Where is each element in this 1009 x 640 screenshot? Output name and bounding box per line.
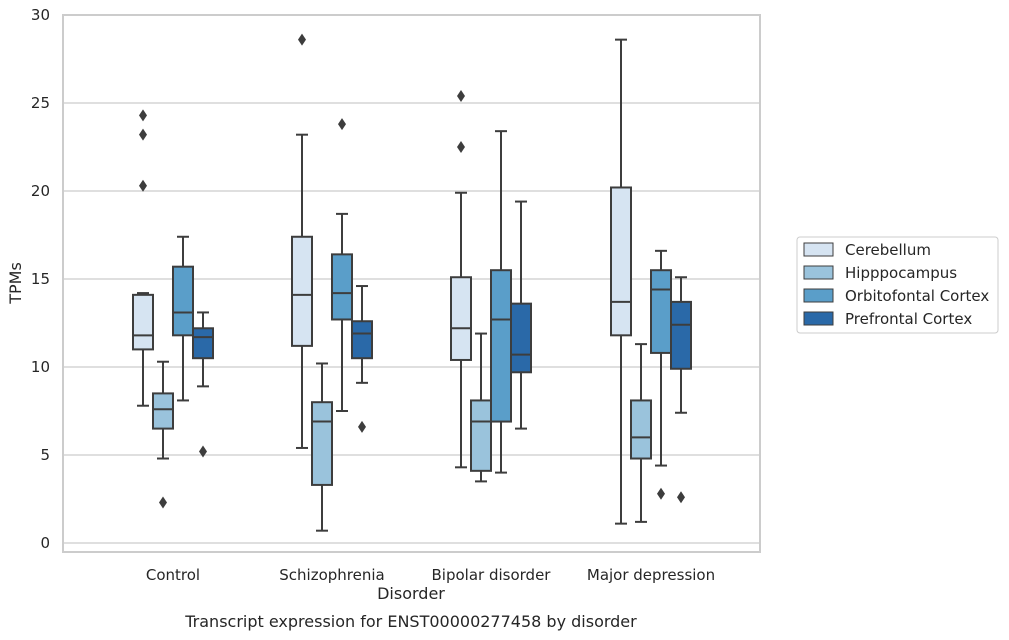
outlier-point bbox=[298, 33, 306, 46]
y-axis-ticks: 0 5 10 15 20 25 30 bbox=[31, 6, 50, 552]
box-iqr bbox=[291, 235, 313, 347]
box-iqr bbox=[650, 269, 672, 354]
outlier-point bbox=[139, 128, 147, 141]
outlier-point bbox=[139, 179, 147, 192]
legend-entry-label: Prefrontal Cortex bbox=[845, 310, 972, 328]
plot-area-frame bbox=[62, 14, 761, 553]
legend-entry-label: Orbitofontal Cortex bbox=[845, 287, 989, 305]
box-prefrontal-cortex bbox=[510, 200, 532, 430]
box-cerebellum bbox=[610, 38, 632, 525]
outlier-point bbox=[457, 89, 465, 102]
box-iqr bbox=[490, 269, 512, 423]
y-tick-label: 10 bbox=[31, 358, 50, 376]
outlier-point bbox=[338, 118, 346, 131]
outlier-point bbox=[139, 109, 147, 122]
box-prefrontal-cortex bbox=[351, 285, 373, 433]
box-iqr bbox=[311, 401, 333, 486]
legend-entry-label: Hipppocampus bbox=[845, 264, 957, 282]
x-axis-ticks: Control Schizophrenia Bipolar disorder Majo… bbox=[146, 566, 715, 584]
legend-swatch bbox=[803, 242, 834, 257]
box-hipppocampus bbox=[152, 360, 174, 509]
legend-swatch bbox=[803, 288, 834, 303]
box-orbitofontal-cortex bbox=[650, 249, 672, 500]
outlier-point bbox=[657, 487, 665, 500]
box-iqr bbox=[351, 320, 373, 360]
outlier-point bbox=[159, 496, 167, 509]
legend-swatch bbox=[803, 311, 834, 326]
box-iqr bbox=[670, 300, 692, 370]
chart-title: Transcript expression for ENST0000027745… bbox=[184, 612, 637, 631]
y-axis-label: TPMs bbox=[6, 262, 25, 305]
box-iqr bbox=[630, 399, 652, 460]
x-tick-label: Control bbox=[146, 566, 200, 584]
box-iqr bbox=[510, 302, 532, 374]
x-tick-label: Schizophrenia bbox=[279, 566, 384, 584]
y-tick-label: 5 bbox=[40, 446, 50, 464]
box-iqr bbox=[331, 253, 353, 321]
box-hipppocampus bbox=[630, 343, 652, 523]
outlier-point bbox=[199, 445, 207, 458]
box-cerebellum bbox=[291, 33, 313, 449]
legend: Cerebellum Hipppocampus Orbitofontal Corte… bbox=[796, 236, 999, 334]
outlier-point bbox=[457, 141, 465, 153]
legend-entry-label: Cerebellum bbox=[845, 241, 931, 259]
box-cerebellum bbox=[132, 109, 154, 407]
outlier-point bbox=[358, 420, 366, 433]
box-series bbox=[132, 33, 692, 532]
box-prefrontal-cortex bbox=[192, 311, 214, 458]
y-tick-label: 0 bbox=[40, 534, 50, 552]
box-orbitofontal-cortex bbox=[490, 130, 512, 474]
x-tick-label: Major depression bbox=[587, 566, 715, 584]
box-iqr bbox=[610, 186, 632, 337]
legend-frame bbox=[796, 236, 999, 334]
y-tick-label: 15 bbox=[31, 270, 50, 288]
box-iqr bbox=[152, 392, 174, 430]
legend-swatch bbox=[803, 265, 834, 280]
box-cerebellum bbox=[450, 89, 472, 469]
box-iqr bbox=[132, 293, 154, 351]
x-axis-label: Disorder bbox=[377, 584, 445, 603]
y-tick-label: 25 bbox=[31, 94, 50, 112]
y-tick-label: 30 bbox=[31, 6, 50, 24]
box-hipppocampus bbox=[311, 362, 333, 532]
box-iqr bbox=[450, 276, 472, 361]
box-orbitofontal-cortex bbox=[331, 118, 353, 412]
box-prefrontal-cortex bbox=[670, 276, 692, 504]
box-orbitofontal-cortex bbox=[172, 235, 194, 402]
box-iqr bbox=[470, 399, 492, 472]
box-iqr bbox=[172, 265, 194, 337]
y-tick-label: 20 bbox=[31, 182, 50, 200]
box-iqr bbox=[192, 327, 214, 360]
box-hipppocampus bbox=[470, 332, 492, 483]
outlier-point bbox=[677, 491, 685, 504]
x-tick-label: Bipolar disorder bbox=[432, 566, 552, 584]
